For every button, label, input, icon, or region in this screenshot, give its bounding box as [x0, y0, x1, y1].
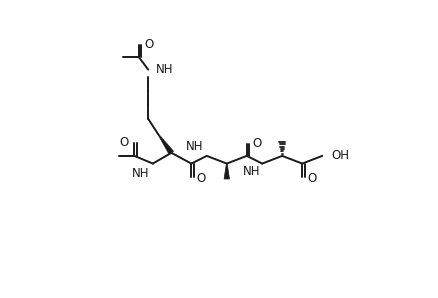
Polygon shape	[158, 134, 173, 154]
Text: NH: NH	[243, 165, 261, 178]
Text: OH: OH	[332, 149, 350, 162]
Text: O: O	[145, 38, 154, 52]
Text: O: O	[307, 172, 317, 185]
Text: NH: NH	[156, 63, 173, 76]
Text: O: O	[120, 136, 129, 149]
Text: NH: NH	[186, 140, 204, 153]
Text: O: O	[252, 137, 261, 150]
Polygon shape	[224, 164, 230, 179]
Text: O: O	[197, 172, 206, 185]
Text: NH: NH	[132, 167, 150, 180]
